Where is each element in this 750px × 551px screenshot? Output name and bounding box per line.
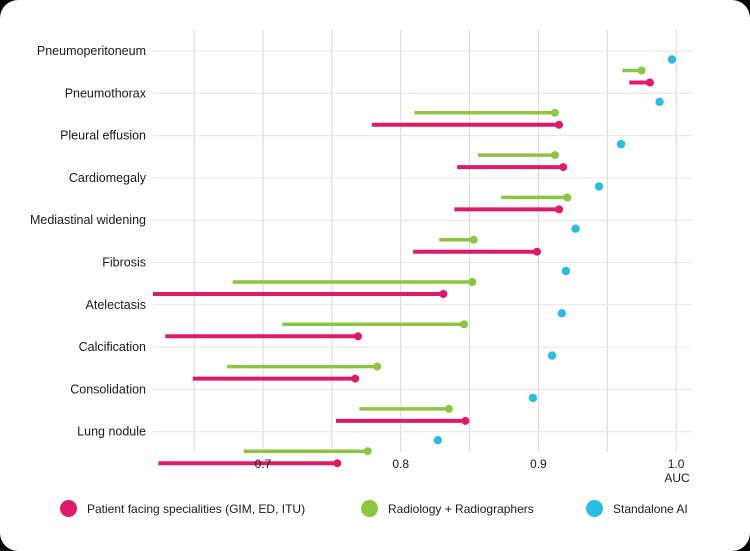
- legend: Patient facing specialities (GIM, ED, IT…: [0, 500, 750, 524]
- legend-label: Patient facing specialities (GIM, ED, IT…: [87, 501, 306, 516]
- category-labels: Pneumoperitoneum Pneumothorax Pleural effu…: [30, 44, 147, 439]
- x-tick-label: 0.9: [530, 457, 547, 471]
- point-blue: [528, 393, 538, 403]
- category-label: Mediastinal widening: [30, 213, 146, 227]
- range-end-point-pink: [439, 290, 448, 298]
- range-end-point-pink: [461, 416, 470, 425]
- category-label: Pneumoperitoneum: [37, 44, 146, 58]
- category-label: Lung nodule: [77, 425, 146, 439]
- category-label: Fibrosis: [102, 256, 146, 270]
- range-end-point-green: [468, 278, 477, 286]
- x-tick-label: 0.8: [392, 457, 409, 471]
- legend-swatch-blue: [586, 500, 603, 517]
- range-end-point-pink: [351, 374, 360, 383]
- range-end-point-pink: [333, 459, 342, 468]
- legend-swatch-pink: [60, 500, 77, 517]
- gridlines: [153, 30, 692, 452]
- range-end-point-pink: [559, 163, 568, 172]
- point-blue: [594, 182, 604, 191]
- range-end-point-green: [637, 66, 646, 75]
- range-end-point-pink: [645, 78, 654, 87]
- point-blue: [616, 139, 626, 149]
- range-end-point-green: [550, 151, 559, 160]
- point-blue: [667, 55, 677, 64]
- point-blue: [561, 266, 571, 276]
- legend-label: Standalone AI: [613, 501, 688, 516]
- range-end-point-green: [550, 108, 559, 117]
- range-end-point-pink: [354, 332, 363, 341]
- x-tick-label: 0.7: [255, 457, 272, 471]
- point-blue: [547, 351, 557, 360]
- range-end-point-green: [469, 235, 478, 244]
- x-tick-label: 1.0: [668, 457, 685, 471]
- x-axis-label: AUC: [664, 471, 690, 485]
- category-label: Cardiomegaly: [69, 171, 147, 185]
- point-blue: [557, 309, 567, 318]
- legend-item-standalone-ai: Standalone AI: [586, 500, 688, 517]
- auc-dumbbell-chart: Pneumoperitoneum Pneumothorax Pleural effu…: [30, 30, 692, 485]
- category-label: Calcification: [79, 340, 146, 354]
- legend-item-patient-facing: Patient facing specialities (GIM, ED, IT…: [60, 500, 305, 517]
- range-end-point-green: [444, 404, 453, 413]
- category-label: Pleural effusion: [60, 129, 146, 143]
- category-label: Pneumothorax: [65, 86, 147, 100]
- legend-swatch-green: [361, 500, 378, 517]
- range-end-point-green: [363, 447, 372, 456]
- range-end-point-pink: [555, 120, 564, 129]
- category-label: Atelectasis: [86, 298, 146, 312]
- legend-label: Radiology + Radiographers: [388, 501, 534, 516]
- range-end-point-green: [373, 362, 382, 371]
- point-blue: [655, 97, 664, 107]
- x-tick-labels: 0.7 0.8 0.9 1.0: [255, 457, 685, 471]
- category-label: Consolidation: [70, 382, 146, 396]
- chart-marks: [153, 55, 677, 468]
- range-end-point-green: [563, 193, 572, 202]
- point-blue: [571, 224, 580, 233]
- point-blue: [433, 436, 443, 445]
- range-end-point-pink: [555, 205, 564, 214]
- legend-item-radiology: Radiology + Radiographers: [361, 500, 534, 517]
- range-end-point-green: [460, 320, 469, 329]
- range-end-point-pink: [533, 247, 542, 256]
